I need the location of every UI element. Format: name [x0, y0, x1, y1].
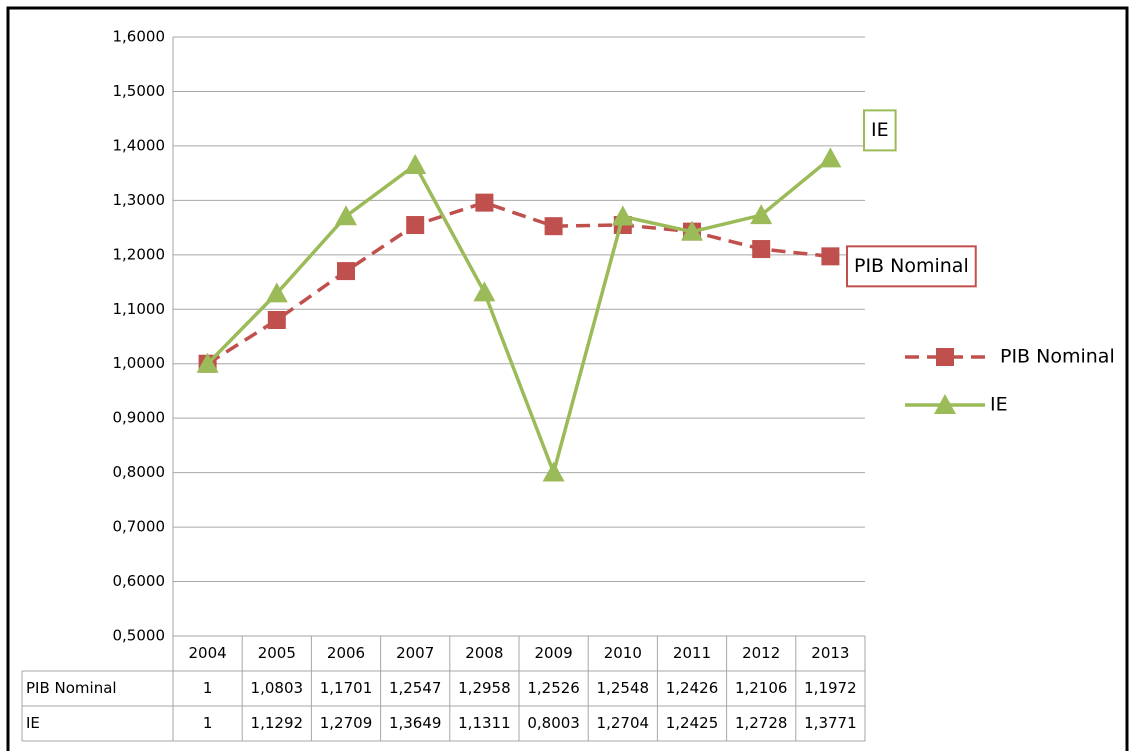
table-cell: 1,2548	[597, 679, 650, 697]
point	[611, 205, 634, 226]
legend-marker	[934, 394, 956, 414]
x-tick-label: 2006	[327, 644, 365, 662]
y-tick-label: 1,1000	[113, 300, 166, 318]
table-cell: 1,2704	[597, 714, 650, 732]
table-cell: 0,8003	[527, 714, 580, 732]
series-line	[206, 200, 831, 366]
point	[196, 352, 219, 373]
point	[267, 311, 286, 330]
point	[542, 461, 565, 482]
table-cell: 1,1292	[251, 714, 304, 732]
legend-marker	[936, 348, 954, 366]
table-cell: 1,2958	[458, 679, 511, 697]
point	[335, 205, 357, 226]
x-tick-label: 2005	[258, 644, 296, 662]
x-tick-label: 2007	[396, 644, 434, 662]
table-row-label: PIB Nominal	[26, 679, 117, 697]
y-tick-label: 0,5000	[113, 627, 166, 645]
point	[265, 282, 288, 303]
table-cell: 1,1701	[320, 679, 373, 697]
y-tick-label: 1,0000	[113, 354, 166, 372]
table-cell: 1,3649	[389, 714, 442, 732]
series-line	[206, 157, 832, 479]
x-tick-label: 2012	[742, 644, 780, 662]
annotation-box	[863, 109, 897, 152]
point	[473, 281, 496, 302]
y-tick-label: 1,4000	[113, 136, 166, 154]
y-tick-label: 1,3000	[113, 191, 166, 209]
y-tick-label: 1,5000	[113, 82, 166, 100]
y-tick-label: 0,7000	[113, 518, 166, 536]
table-cell: 1,2425	[666, 714, 719, 732]
annotation-box	[846, 245, 977, 288]
x-tick-label: 2011	[673, 644, 711, 662]
point	[681, 220, 703, 241]
table-cell: 1,1972	[804, 679, 857, 697]
annotation-label: IE	[871, 119, 889, 141]
y-tick-label: 0,6000	[113, 572, 166, 590]
table-row-label: IE	[26, 714, 40, 732]
y-tick-label: 0,9000	[113, 409, 166, 427]
x-tick-label: 2010	[604, 644, 642, 662]
x-tick-label: 2008	[465, 644, 503, 662]
point	[819, 147, 842, 168]
y-tick-label: 0,8000	[113, 463, 166, 481]
table-cell: 1,1311	[458, 714, 511, 732]
point	[475, 193, 494, 212]
point	[337, 262, 355, 281]
frame	[6, 6, 1129, 751]
table-cell: 1,3771	[804, 714, 857, 732]
x-tick-label: 2004	[189, 644, 227, 662]
table-cell: 1,0803	[251, 679, 304, 697]
x-tick-label: 2009	[535, 644, 573, 662]
point	[752, 240, 771, 259]
point	[750, 204, 773, 225]
point	[544, 217, 563, 236]
table-cell: 1,2526	[527, 679, 580, 697]
legend-label: PIB Nominal	[1000, 346, 1115, 368]
x-tick-label: 2013	[811, 644, 849, 662]
y-tick-label: 1,2000	[113, 245, 166, 263]
table-cell: 1	[203, 679, 213, 697]
y-tick-label: 1,6000	[113, 28, 166, 46]
table-cell: 1,2709	[320, 714, 373, 732]
table-cell: 1,2728	[735, 714, 788, 732]
annotation-label: PIB Nominal	[854, 255, 969, 277]
legend-label: IE	[990, 394, 1008, 416]
point	[406, 216, 425, 235]
table-cell: 1,2547	[389, 679, 442, 697]
point	[821, 247, 840, 266]
table-cell: 1	[203, 714, 213, 732]
point	[404, 154, 427, 175]
table-cell: 1,2426	[666, 679, 719, 697]
table-cell: 1,2106	[735, 679, 788, 697]
